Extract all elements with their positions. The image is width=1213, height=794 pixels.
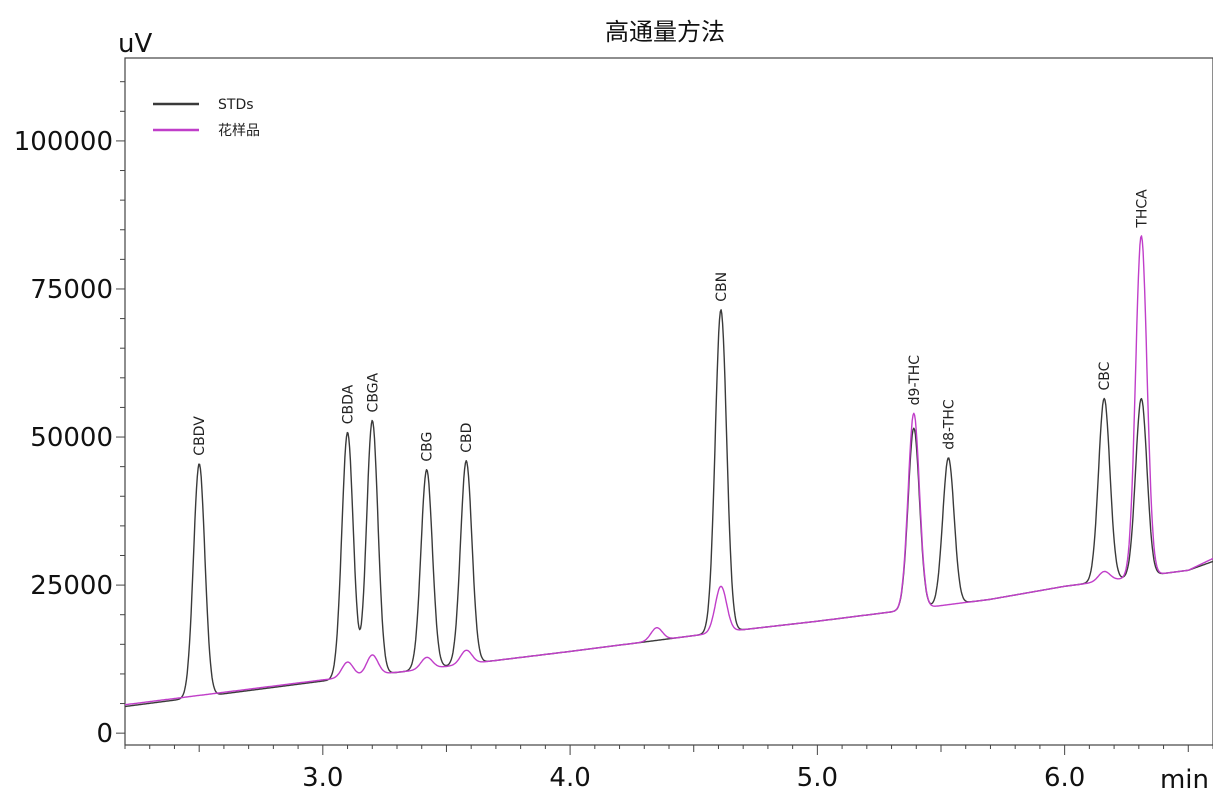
peak-labels: CBDV CBDA CBGA CBG CBD CBN d9-THC d8-THC CBC THCA bbox=[192, 189, 1150, 462]
chart-title: 高通量方法 bbox=[605, 18, 725, 46]
peak-label: THCA bbox=[1134, 189, 1150, 229]
y-axis-unit-label: uV bbox=[118, 29, 152, 59]
peak-label: CBDV bbox=[192, 416, 208, 456]
peak-label: CBGA bbox=[365, 372, 381, 412]
x-tick-label: 3.0 bbox=[302, 763, 343, 793]
y-tick-label: 100000 bbox=[14, 127, 113, 157]
y-axis: 0 25000 50000 75000 100000 bbox=[14, 81, 125, 749]
x-tick-label: 5.0 bbox=[797, 763, 838, 793]
series-line-stds bbox=[124, 309, 1213, 708]
y-tick-label: 25000 bbox=[30, 571, 113, 601]
x-tick-label: 4.0 bbox=[549, 763, 590, 793]
peak-label: CBD bbox=[459, 423, 475, 453]
legend-label: 花样品 bbox=[218, 123, 260, 139]
y-tick-label: 0 bbox=[96, 719, 113, 749]
peak-label: CBC bbox=[1097, 361, 1113, 390]
y-tick-label: 75000 bbox=[30, 275, 113, 305]
legend: STDs 花样品 bbox=[153, 97, 260, 139]
x-axis-unit-label: min bbox=[1160, 765, 1209, 794]
y-tick-label: 50000 bbox=[30, 423, 113, 453]
legend-label: STDs bbox=[218, 97, 254, 113]
series-layer bbox=[124, 235, 1213, 708]
x-axis: 3.0 4.0 5.0 6.0 bbox=[124, 745, 1213, 793]
peak-label: d9-THC bbox=[907, 355, 923, 406]
peak-label: CBG bbox=[420, 432, 436, 462]
plot-frame bbox=[124, 57, 1213, 746]
peak-label: d8-THC bbox=[941, 399, 957, 450]
peak-label: CBDA bbox=[341, 384, 357, 424]
x-tick-label: 6.0 bbox=[1044, 763, 1085, 793]
peak-label: CBN bbox=[714, 272, 730, 302]
series-line-flower-sample bbox=[124, 235, 1213, 706]
